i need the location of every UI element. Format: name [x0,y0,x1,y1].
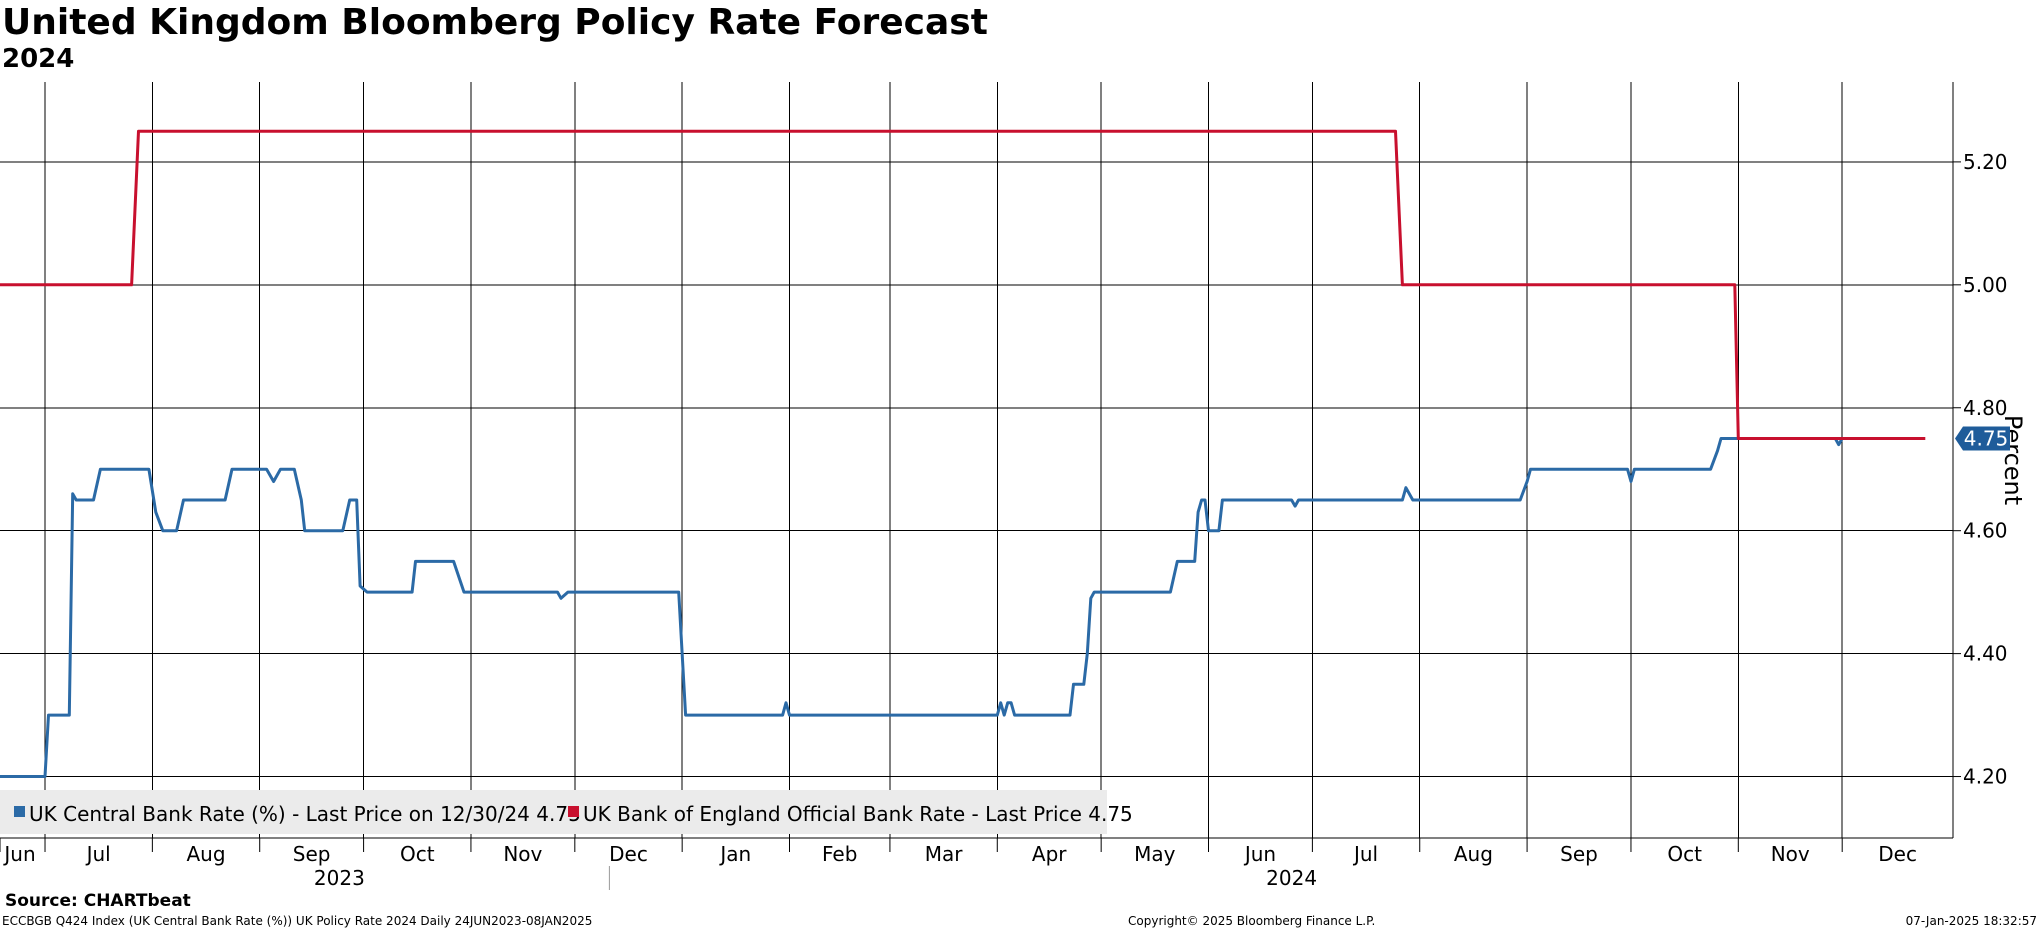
x-tick-label: Mar [925,842,964,866]
y-tick-label: 4.60 [1963,519,2008,543]
legend-background [0,790,1107,834]
axes: 4.20 4.40 4.60 4.80 5.00 5.20 Jun Jul Aug Sep Oct N… [0,82,2027,890]
x-tick-label: Aug [1454,842,1493,866]
y-tick-label: 4.20 [1963,765,2008,789]
legend-swatch [14,806,25,817]
x-tick-label: Nov [503,842,542,866]
copyright-note: Copyright© 2025 Bloomberg Finance L.P. [1128,914,1376,928]
x-year-label: 2023 [314,866,365,890]
x-tick-label: Aug [187,842,226,866]
legend-label: UK Bank of England Official Bank Rate - … [583,802,1133,826]
x-tick-label: Jul [1352,842,1378,866]
x-tick-label: Jan [718,842,751,866]
last-value-marker: 4.75 [1955,426,2010,451]
series-lines [0,129,1926,778]
x-tick-label: Jun [1243,842,1276,866]
y-tick-label: 5.00 [1963,273,2008,297]
x-year-label: 2024 [1266,866,1317,890]
last-value-badge [1955,426,2010,451]
series-line-central-bank-rate [0,437,1922,778]
last-value-label: 4.75 [1964,426,2009,450]
x-tick-label: Feb [822,842,857,866]
grid-lines [0,82,1953,838]
x-tick-label: Apr [1032,842,1067,866]
x-tick-label: Sep [293,842,331,866]
chart-title: United Kingdom Bloomberg Policy Rate For… [2,2,988,43]
legend: UK Central Bank Rate (%) - Last Price on… [0,790,1133,834]
y-tick-label: 4.80 [1963,396,2008,420]
line-chart: UK Central Bank Rate (%) - Last Price on… [0,82,2027,890]
chart-subtitle: 2024 [2,44,75,74]
x-tick-label: Dec [609,842,648,866]
x-tick-label: Oct [400,842,435,866]
x-tick-label: May [1134,842,1176,866]
legend-label: UK Central Bank Rate (%) - Last Price on… [29,802,581,826]
series-line-official-bank-rate [0,129,1926,440]
x-tick-label: Sep [1560,842,1598,866]
timestamp: 07-Jan-2025 18:32:57 [1905,914,2037,928]
x-tick-label: Nov [1771,842,1810,866]
ticker-info: ECCBGB Q424 Index (UK Central Bank Rate … [2,914,593,928]
x-tick-label: Jul [85,842,111,866]
x-tick-label: Jun [2,842,35,866]
y-tick-label: 4.40 [1963,642,2008,666]
x-tick-label: Oct [1667,842,1702,866]
x-tick-label: Dec [1878,842,1917,866]
source-note: Source: CHARTbeat [5,891,191,911]
y-tick-label: 5.20 [1963,150,2008,174]
legend-swatch [568,806,579,817]
